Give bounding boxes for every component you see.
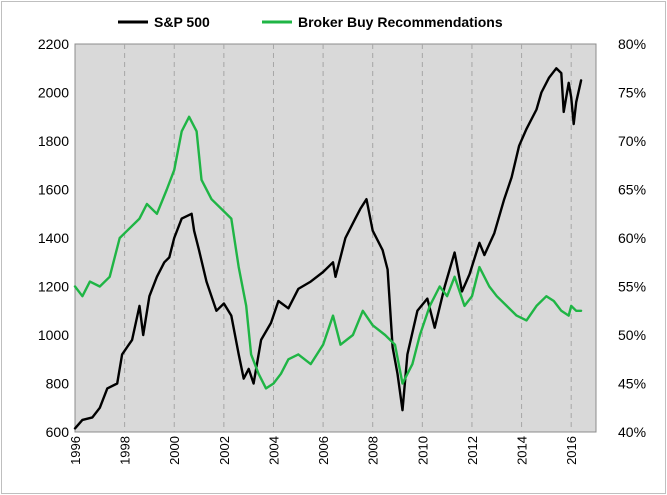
left-tick-label: 1600 [38, 182, 69, 198]
x-tick-label: 2004 [266, 436, 281, 465]
x-tick-label: 2000 [167, 436, 182, 465]
x-tick-label: 1998 [118, 436, 133, 465]
plot-area [74, 43, 597, 433]
gridlines [124, 44, 572, 432]
right-tick-label: 70% [618, 133, 646, 149]
right-tick-label: 80% [618, 36, 646, 52]
right-axis-ticks: 40% 45% 50% 55% 60% 65% 70% 75% 80% [618, 36, 646, 440]
left-tick-label: 2200 [38, 36, 69, 52]
x-tick-label: 2014 [515, 436, 530, 465]
right-tick-label: 40% [618, 424, 646, 440]
legend: S&P 500 Broker Buy Recommendations [118, 14, 503, 30]
right-tick-label: 45% [618, 376, 646, 392]
left-tick-label: 800 [46, 376, 70, 392]
series-layer [73, 67, 583, 430]
legend-sp500-label: S&P 500 [154, 14, 210, 30]
x-tick-label: 2006 [316, 436, 331, 465]
x-tick-label: 2012 [465, 436, 480, 465]
left-tick-label: 1800 [38, 133, 69, 149]
left-axis-ticks: 600 800 1000 1200 1400 1600 1800 2000 2200 [38, 36, 69, 440]
left-tick-label: 1000 [38, 327, 69, 343]
right-tick-label: 75% [618, 85, 646, 101]
left-tick-label: 1200 [38, 279, 69, 295]
x-tick-label: 2010 [415, 436, 430, 465]
left-tick-label: 600 [46, 424, 70, 440]
x-tick-label: 2008 [366, 436, 381, 465]
legend-broker-buy-label: Broker Buy Recommendations [298, 14, 503, 30]
x-tick-label: 1996 [68, 436, 83, 465]
left-tick-label: 2000 [38, 85, 69, 101]
x-tick-label: 2016 [564, 436, 579, 465]
broker-buy-series-line [73, 115, 583, 390]
right-tick-label: 55% [618, 279, 646, 295]
right-tick-label: 50% [618, 327, 646, 343]
sp500-series-line [73, 67, 583, 430]
x-tick-label: 2002 [217, 436, 232, 465]
right-tick-label: 65% [618, 182, 646, 198]
right-tick-label: 60% [618, 230, 646, 246]
x-axis-ticks: 1996 1998 2000 2002 2004 2006 2008 2010 2012 2014… [68, 436, 579, 465]
left-tick-label: 1400 [38, 230, 69, 246]
